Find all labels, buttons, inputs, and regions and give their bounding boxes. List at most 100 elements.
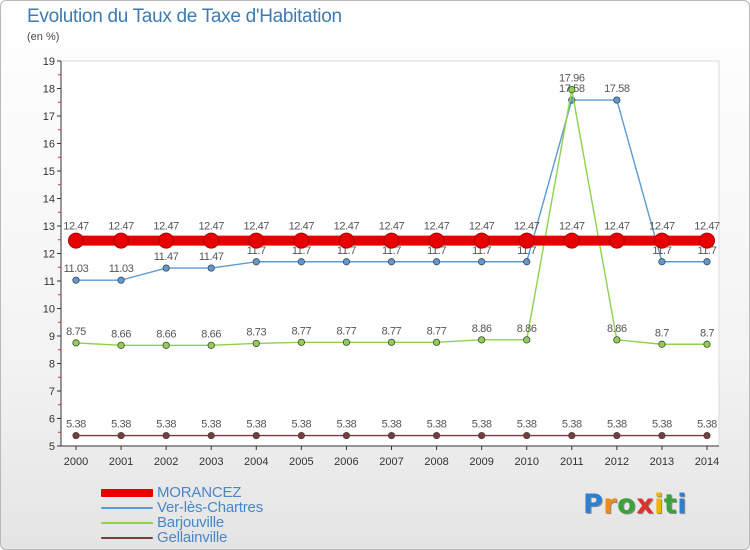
data-label-gellainville: 5.38 (472, 419, 492, 431)
data-point-gellainville (568, 431, 576, 440)
data-label-ver-les-chartres: 11.7 (472, 245, 491, 257)
data-point-barjouville (703, 340, 711, 348)
data-label-morancez: 12.47 (469, 221, 495, 233)
x-tick-label: 2012 (605, 456, 629, 468)
y-tick-label: 17 (43, 111, 55, 123)
data-point-morancez (383, 232, 400, 249)
data-point-morancez (518, 232, 535, 249)
data-label-morancez: 12.47 (649, 221, 675, 233)
logo-letter: i (654, 489, 664, 520)
logo-letter: t (663, 489, 678, 520)
data-label-morancez: 12.47 (559, 221, 585, 233)
data-label-barjouville: 8.86 (472, 323, 492, 335)
x-tick-label: 2014 (695, 456, 719, 468)
data-point-ver-les-chartres (387, 258, 396, 266)
x-tick-label: 2013 (650, 456, 674, 468)
y-tick-label: 7 (49, 386, 55, 398)
data-label-barjouville: 8.73 (246, 326, 266, 338)
data-point-gellainville (613, 431, 621, 440)
legend-label-morancez: MORANCEZ (157, 484, 242, 501)
data-point-morancez (158, 232, 175, 249)
data-label-gellainville: 5.38 (111, 419, 131, 431)
data-point-gellainville (72, 431, 80, 440)
data-label-gellainville: 5.38 (697, 419, 717, 431)
data-point-gellainville (523, 431, 531, 440)
logo-letter: i (677, 489, 688, 520)
data-point-ver-les-chartres (162, 264, 170, 272)
data-label-barjouville: 8.86 (607, 323, 627, 335)
data-label-gellainville: 5.38 (427, 419, 447, 431)
data-point-barjouville (658, 340, 666, 348)
data-point-barjouville (162, 341, 170, 349)
plot-area (60, 60, 720, 447)
data-label-morancez: 12.47 (424, 221, 450, 233)
logo-letter: P (583, 489, 604, 520)
data-point-barjouville (478, 336, 486, 344)
y-tick-label: 5 (49, 441, 55, 453)
x-tick-label: 2003 (199, 456, 223, 468)
x-tick-label: 2002 (154, 456, 178, 468)
data-label-barjouville: 8.77 (427, 325, 447, 337)
x-tick-label: 2010 (514, 456, 538, 468)
data-point-ver-les-chartres (703, 258, 711, 266)
data-label-morancez: 12.47 (379, 221, 405, 233)
data-point-morancez (113, 232, 130, 249)
data-point-ver-les-chartres (72, 276, 80, 284)
data-point-gellainville (117, 431, 125, 440)
data-point-gellainville (297, 431, 305, 440)
data-point-barjouville (613, 336, 621, 344)
data-point-morancez (68, 232, 84, 249)
data-point-barjouville (72, 339, 80, 347)
data-label-morancez: 12.47 (289, 221, 315, 233)
data-point-morancez (563, 232, 580, 249)
y-tick-label: 13 (43, 221, 55, 233)
y-tick-label: 15 (43, 166, 55, 178)
data-point-morancez (293, 232, 310, 249)
data-label-morancez: 12.47 (334, 221, 360, 233)
data-label-gellainville: 5.38 (607, 419, 627, 431)
data-label-ver-les-chartres: 11.47 (199, 251, 224, 263)
data-label-ver-les-chartres: 11.7 (247, 245, 266, 257)
legend-item-barjouville: Barjouville (101, 514, 263, 531)
data-label-barjouville: 8.66 (111, 328, 131, 340)
legend-item-gellainville: Gellainville (101, 529, 263, 546)
x-tick-label: 2006 (334, 456, 358, 468)
data-point-morancez (203, 232, 220, 249)
x-tick-label: 2007 (379, 456, 403, 468)
data-point-ver-les-chartres (432, 258, 441, 266)
legend-item-ver-les-chartres: Ver-lès-Chartres (101, 499, 263, 516)
legend-label-gellainville: Gellainville (157, 529, 228, 546)
data-label-barjouville: 8.7 (655, 327, 669, 339)
data-label-gellainville: 5.38 (246, 419, 266, 431)
data-label-morancez: 12.47 (244, 221, 270, 233)
proxiti-logo: Proxiti (583, 489, 687, 520)
legend-swatch-barjouville (101, 521, 153, 524)
data-point-ver-les-chartres (297, 258, 305, 266)
logo-letter: r (603, 489, 618, 520)
logo-letter: o (617, 489, 637, 520)
y-tick-label: 12 (43, 249, 55, 261)
logo-letter: x (636, 489, 655, 520)
legend-swatch-ver-les-chartres (101, 506, 153, 509)
data-label-ver-les-chartres: 11.03 (64, 263, 89, 275)
data-label-gellainville: 5.38 (66, 419, 86, 431)
y-tick-label: 11 (44, 276, 55, 288)
data-label-ver-les-chartres: 11.7 (652, 245, 671, 257)
x-tick-label: 2008 (424, 456, 448, 468)
data-point-morancez (653, 232, 670, 249)
data-label-ver-les-chartres: 11.7 (292, 245, 311, 257)
x-tick-label: 2001 (109, 456, 133, 468)
data-label-gellainville: 5.38 (562, 419, 582, 431)
data-label-barjouville: 8.75 (66, 326, 86, 338)
data-point-gellainville (478, 431, 486, 440)
data-label-morancez: 12.47 (108, 221, 134, 233)
data-point-gellainville (703, 431, 711, 440)
data-label-gellainville: 5.38 (517, 419, 537, 431)
data-point-barjouville (297, 338, 305, 346)
y-tick-label: 18 (43, 84, 55, 96)
data-label-ver-les-chartres: 11.7 (427, 245, 446, 257)
data-label-barjouville: 8.66 (201, 328, 221, 340)
data-label-ver-les-chartres: 11.7 (698, 245, 717, 257)
y-tick-label: 14 (43, 194, 55, 206)
